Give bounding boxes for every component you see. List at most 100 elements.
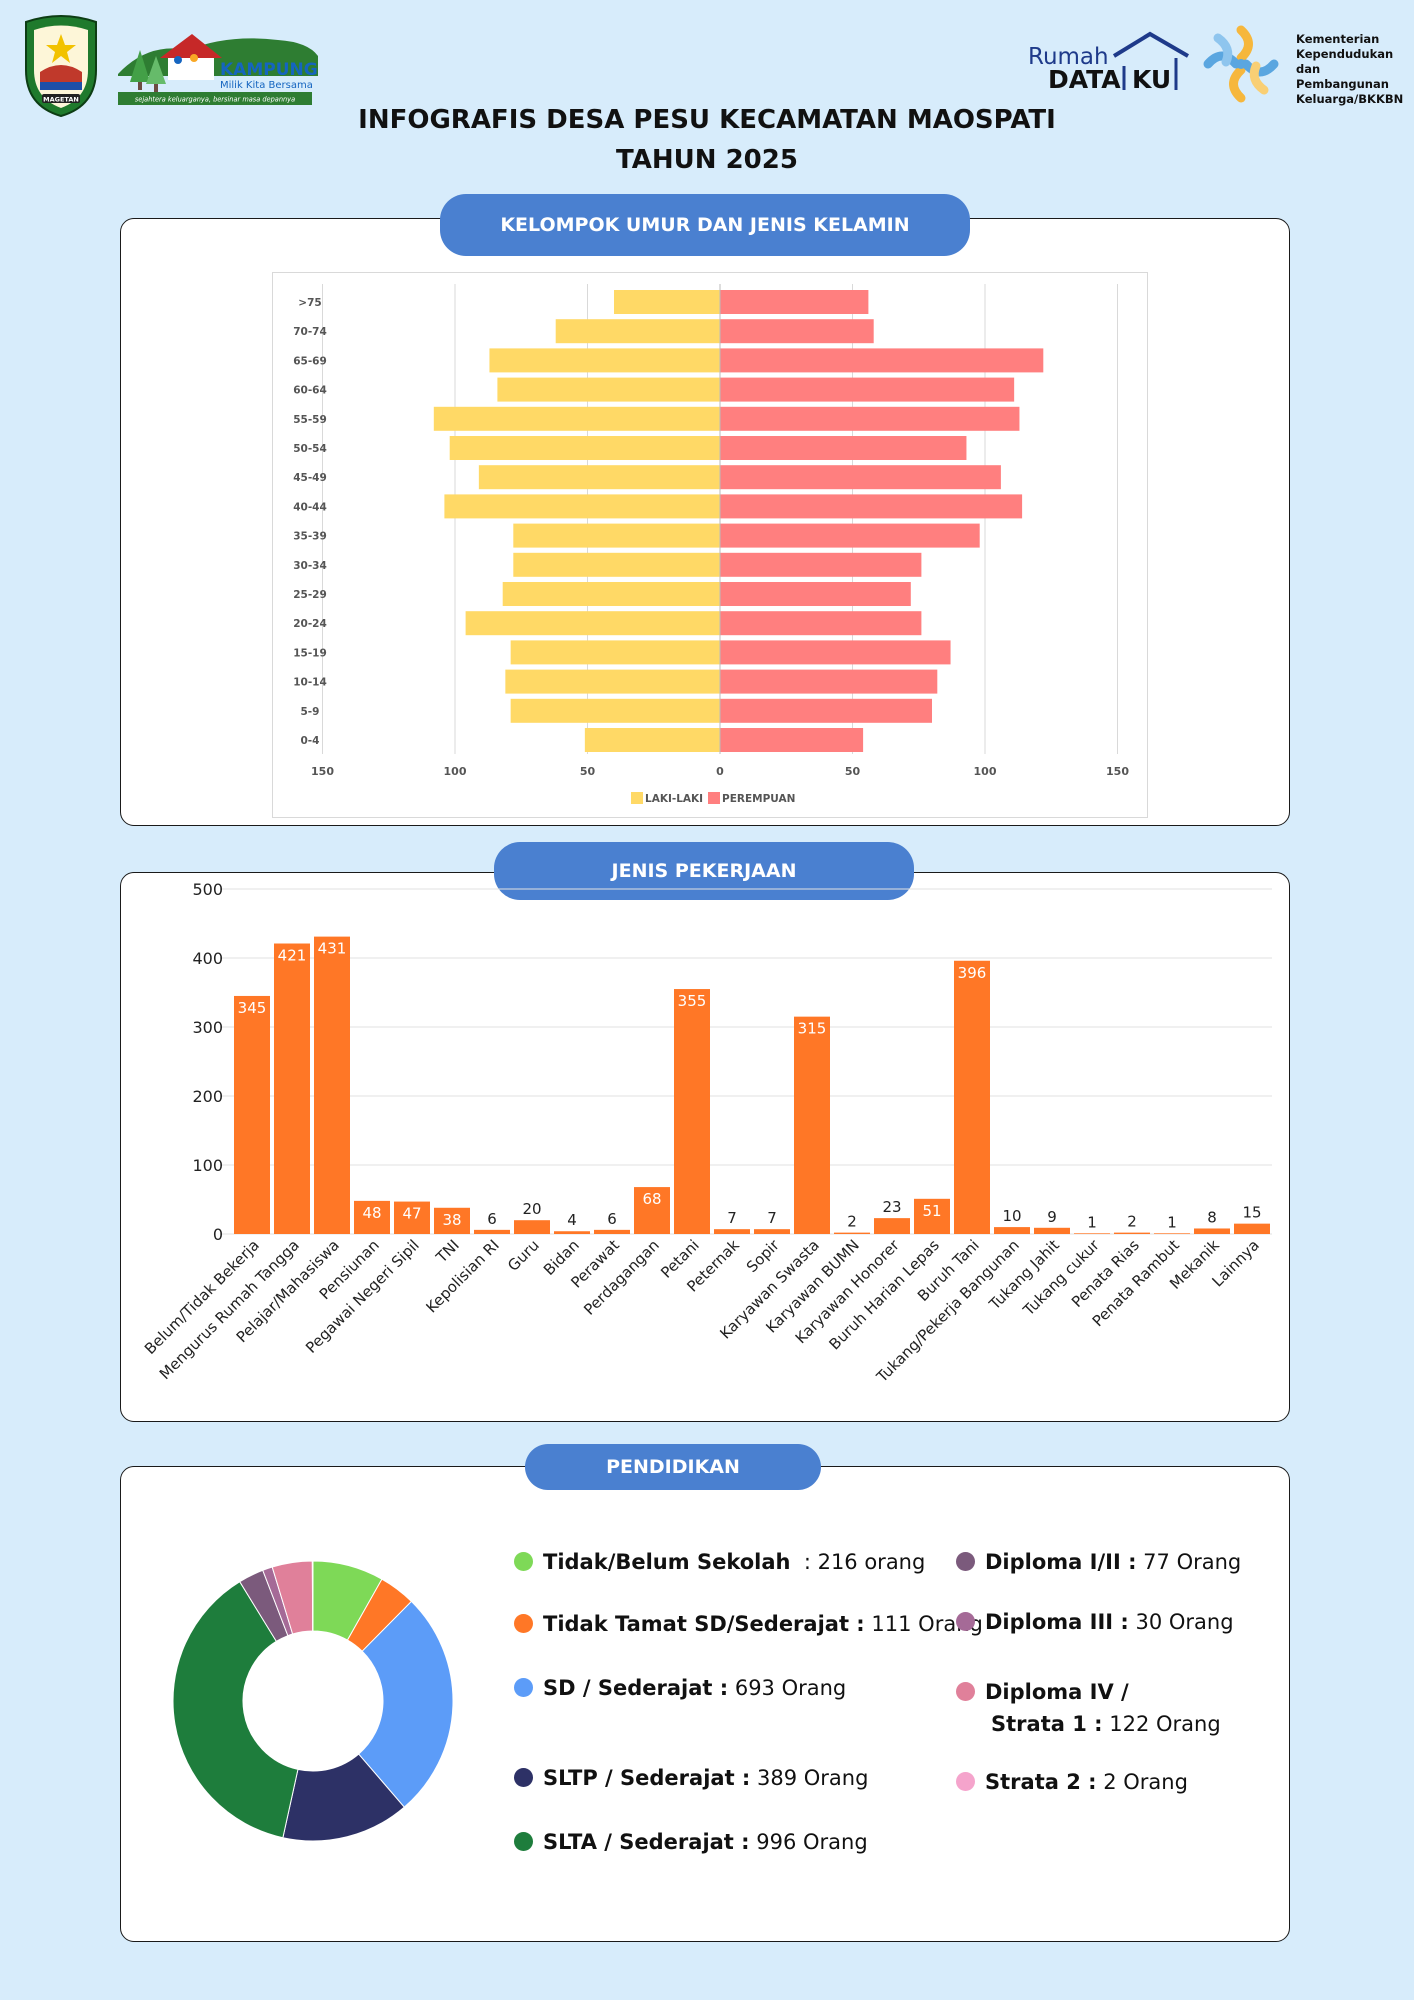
jobs-bar <box>1154 1233 1190 1234</box>
pyramid-bar-female <box>720 290 869 314</box>
jobs-bar <box>354 1200 390 1234</box>
jobs-bar <box>634 1187 670 1234</box>
pyramid-tick-label: 150 <box>311 765 334 778</box>
legend-value: 77 Orang <box>1143 1550 1242 1574</box>
jobs-y-tick-label: 100 <box>192 1156 223 1175</box>
legend-diploma-3: Diploma III : 30 Orang <box>956 1610 1234 1634</box>
kampung-kb-logo: KAMPUNG KB Milik Kita Bersama sejahtera … <box>118 34 318 105</box>
legend-swatch <box>956 1552 975 1571</box>
pyramid-category-label: 35-39 <box>293 531 327 543</box>
jobs-data-label: 23 <box>882 1198 901 1216</box>
legend-label-male: LAKI-LAKI <box>645 793 703 805</box>
pyramid-bar-male <box>465 611 720 636</box>
pyramid-category-label: 65-69 <box>293 355 327 367</box>
jobs-bar <box>674 989 710 1234</box>
bkkbn-logo <box>1203 25 1279 103</box>
legend-swatch <box>956 1682 975 1701</box>
data-text: DATA <box>1048 65 1121 94</box>
jobs-data-label: 4 <box>567 1211 577 1229</box>
jobs-y-tick-label: 300 <box>192 1018 223 1037</box>
pyramid-category-label: 40-44 <box>293 501 327 513</box>
jobs-bar <box>994 1227 1030 1234</box>
jobs-bar <box>554 1231 590 1234</box>
edu-section-title: PENDIDIKAN <box>525 1444 821 1490</box>
jobs-bar <box>1034 1227 1070 1234</box>
legend-label: SLTA / Sederajat : <box>543 1830 750 1854</box>
legend-sep: : <box>790 1550 818 1574</box>
pyramid-category-label: 10-14 <box>293 677 327 689</box>
legend-label: SLTP / Sederajat : <box>543 1766 751 1790</box>
pyramid-bar-female <box>720 377 1015 402</box>
legend-label: Diploma III : <box>985 1610 1129 1634</box>
jobs-data-label: 1 <box>1167 1213 1177 1231</box>
age-section-title: KELOMPOK UMUR DAN JENIS KELAMIN <box>440 194 970 256</box>
legend-diploma-4-strata-1: Diploma IV / Strata 1 : 122 Orang <box>956 1676 1221 1740</box>
kementerian-line: Kependudukan <box>1296 47 1394 61</box>
pyramid-bar-female <box>720 669 938 694</box>
kementerian-line: dan Pembangunan <box>1296 62 1389 91</box>
pyramid-bar-female <box>720 698 932 723</box>
legend-label: Diploma IV / <box>985 1680 1129 1704</box>
jobs-category-label: TNI <box>432 1236 463 1267</box>
legend-value: 30 Orang <box>1135 1610 1234 1634</box>
legend-swatch <box>514 1614 533 1633</box>
jobs-bar <box>754 1229 790 1234</box>
jobs-data-label: 6 <box>607 1210 617 1228</box>
pyramid-bar-male <box>502 582 720 606</box>
jobs-bar <box>874 1218 910 1234</box>
legend-value: 216 orang <box>817 1550 926 1574</box>
legend-sd: SD / Sederajat : 693 Orang <box>514 1676 846 1700</box>
magetan-seal-logo: MAGETAN <box>25 15 97 118</box>
jobs-category-label: Guru <box>504 1236 543 1275</box>
legend-tidak-tamat-sd: Tidak Tamat SD/Sederajat : 111 Orang <box>514 1612 983 1636</box>
jobs-bar <box>1074 1233 1110 1234</box>
legend-swatch <box>956 1772 975 1791</box>
pyramid-bar-female <box>720 406 1020 431</box>
education-donut-chart <box>172 1560 454 1842</box>
legend-swatch <box>956 1612 975 1631</box>
pyramid-category-label: 55-59 <box>293 414 327 426</box>
legend-value: 693 Orang <box>734 1676 847 1700</box>
jobs-data-label: 431 <box>318 940 347 958</box>
pyramid-bar-female <box>720 728 864 752</box>
pyramid-bar-female <box>720 640 951 665</box>
legend-label: Diploma I/II : <box>985 1550 1137 1574</box>
kementerian-line: Keluarga/BKKBN <box>1296 92 1404 106</box>
legend-swatch <box>514 1678 533 1697</box>
legend-slta: SLTA / Sederajat : 996 Orang <box>514 1830 868 1854</box>
jobs-y-tick-label: 0 <box>213 1225 223 1244</box>
pyramid-bar-male <box>555 319 720 344</box>
pyramid-category-label: 5-9 <box>301 706 320 718</box>
jobs-bar <box>914 1198 950 1234</box>
jobs-data-label: 15 <box>1242 1204 1261 1222</box>
jobs-data-label: 8 <box>1207 1208 1217 1226</box>
jobs-bar <box>1114 1232 1150 1234</box>
jobs-category-label: Kepolisian RI <box>422 1236 502 1316</box>
jobs-bar <box>514 1220 550 1234</box>
legend-label: SD / Sederajat : <box>543 1676 729 1700</box>
age-pyramid-chart: >75 70-74 65-69 60-64 55-59 50-54 45-49 40-44 35… <box>272 272 1148 818</box>
jobs-data-label: 421 <box>278 947 307 965</box>
legend-value: 996 Orang <box>756 1830 868 1854</box>
jobs-bar <box>434 1207 470 1234</box>
jobs-bar <box>834 1232 870 1234</box>
jobs-data-label: 315 <box>798 1020 827 1038</box>
jobs-bar <box>274 943 310 1234</box>
pyramid-bar-female <box>720 465 1001 490</box>
jobs-y-tick-label: 200 <box>192 1087 223 1106</box>
jobs-data-label: 9 <box>1047 1208 1057 1226</box>
pyramid-bar-male <box>497 377 720 402</box>
pyramid-tick-label: 50 <box>845 765 861 778</box>
jobs-data-label: 47 <box>402 1205 421 1223</box>
jobs-bar <box>394 1201 430 1234</box>
kementerian-line: Kementerian <box>1296 32 1380 46</box>
pyramid-bar-female <box>720 611 922 636</box>
pyramid-bar-female <box>720 319 874 344</box>
legend-swatch-male <box>631 792 643 804</box>
edu-panel <box>120 1466 1290 1942</box>
pyramid-bar-male <box>513 552 720 577</box>
donut-slice <box>311 1560 314 1632</box>
pyramid-bar-male <box>433 406 720 431</box>
legend-sep <box>1129 1610 1136 1634</box>
